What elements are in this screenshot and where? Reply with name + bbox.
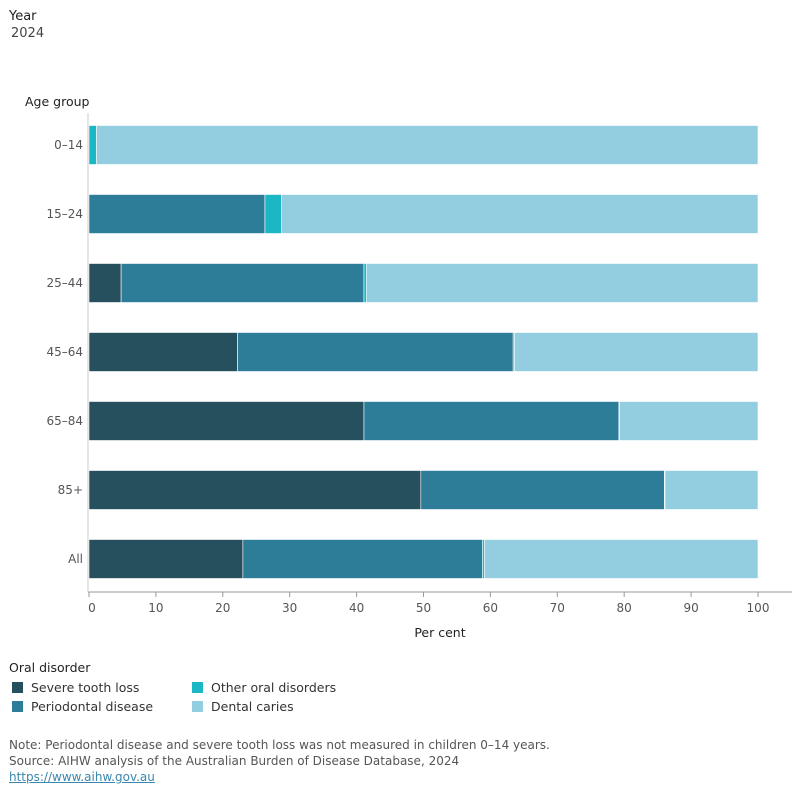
bar-segment[interactable] (482, 539, 485, 579)
x-tick-label: 40 (349, 601, 364, 615)
x-tick-label: 50 (416, 601, 431, 615)
bar-segment[interactable] (484, 539, 759, 579)
legend-label: Severe tooth loss (31, 680, 140, 695)
legend-swatch (192, 701, 203, 712)
x-tick-label: 70 (550, 601, 565, 615)
legend-swatch (12, 682, 23, 693)
y-tick-label: 0–14 (54, 138, 83, 152)
bars-group (88, 125, 759, 579)
y-tick-label: All (68, 552, 83, 566)
y-tick-label: 85+ (58, 483, 83, 497)
footnotes: Note: Periodontal disease and severe too… (9, 737, 550, 785)
bar-segment[interactable] (88, 332, 238, 372)
legend-item[interactable]: Dental caries (189, 699, 369, 714)
bar-segment[interactable] (88, 470, 422, 510)
y-tick-label: 45–64 (46, 345, 83, 359)
bar-segment[interactable] (264, 194, 282, 234)
x-tick-label: 10 (148, 601, 163, 615)
bar-segment[interactable] (237, 332, 514, 372)
bar-segment[interactable] (88, 401, 365, 441)
y-axis-title: Age group (25, 94, 90, 109)
bar-segment[interactable] (242, 539, 483, 579)
year-filter[interactable]: Year 2024 (9, 9, 44, 41)
bar-segment[interactable] (664, 470, 759, 510)
source-text: Source: AIHW analysis of the Australian … (9, 754, 460, 768)
bar-segment[interactable] (363, 401, 620, 441)
bar-segment[interactable] (88, 539, 244, 579)
x-tick-labels: 0 10 20 30 40 50 60 70 80 90 100 (88, 592, 769, 615)
bar-segment[interactable] (366, 263, 759, 303)
x-tick-label: 60 (483, 601, 498, 615)
year-filter-value[interactable]: 2024 (11, 26, 45, 41)
aihw-link[interactable]: https://www.aihw.gov.au (9, 770, 155, 784)
x-tick-label: 30 (282, 601, 297, 615)
legend-swatch (12, 701, 23, 712)
x-tick-label: 90 (683, 601, 698, 615)
x-axis-title: Per cent (414, 625, 465, 640)
bar-segment[interactable] (420, 470, 665, 510)
legend: Oral disorder Severe tooth loss Other ora… (9, 660, 369, 714)
year-filter-label: Year (9, 9, 37, 24)
bar-segment[interactable] (281, 194, 759, 234)
legend-label: Other oral disorders (211, 680, 337, 695)
y-tick-label: 15–24 (46, 207, 83, 221)
legend-item[interactable]: Periodontal disease (9, 699, 189, 714)
legend-item[interactable]: Severe tooth loss (9, 680, 189, 695)
x-tick-label: 80 (617, 601, 632, 615)
stacked-bar-chart: Age group 0–14 15–24 25–44 45–64 65–84 85+ All… (25, 94, 792, 640)
bar-segment[interactable] (88, 263, 122, 303)
x-tick-label: 100 (747, 601, 770, 615)
bar-segment[interactable] (619, 401, 759, 441)
legend-title: Oral disorder (9, 660, 91, 675)
legend-item[interactable]: Other oral disorders (189, 680, 369, 695)
y-tick-label: 65–84 (46, 414, 83, 428)
bar-segment[interactable] (514, 332, 759, 372)
y-tick-label: 25–44 (46, 276, 83, 290)
x-tick-label: 20 (215, 601, 230, 615)
bar-segment[interactable] (363, 263, 367, 303)
y-tick-labels: 0–14 15–24 25–44 45–64 65–84 85+ All (46, 138, 83, 566)
legend-swatch (192, 682, 203, 693)
x-tick-label: 0 (88, 601, 96, 615)
bar-segment[interactable] (96, 125, 759, 165)
bar-segment[interactable] (88, 125, 97, 165)
legend-label: Dental caries (211, 699, 294, 714)
bar-segment[interactable] (88, 194, 266, 234)
legend-items: Severe tooth loss Other oral disorders Per… (9, 680, 369, 714)
bar-segment[interactable] (120, 263, 365, 303)
legend-label: Periodontal disease (31, 699, 154, 714)
note-text: Note: Periodontal disease and severe too… (9, 738, 550, 752)
